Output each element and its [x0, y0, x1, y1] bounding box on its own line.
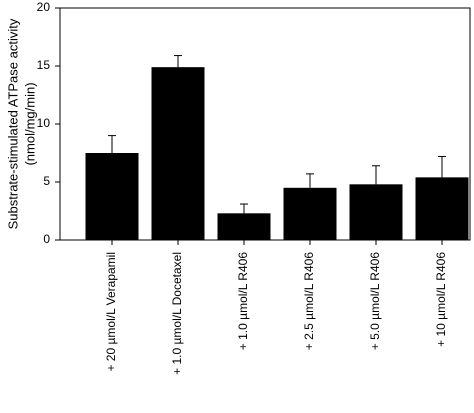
y-tick-label: 20 — [37, 0, 51, 14]
bar — [349, 184, 403, 240]
x-tick-label: + 2.5 µmol/L R406 — [302, 252, 316, 351]
y-axis-label: (nmol/mg/min) — [22, 82, 37, 165]
x-tick-label: + 1.0 µmol/L Docetaxel — [170, 252, 184, 375]
bar — [415, 177, 469, 240]
x-tick-label: + 5.0 µmol/L R406 — [368, 252, 382, 351]
bar — [151, 67, 205, 240]
bar — [217, 213, 271, 240]
y-tick-label: 10 — [37, 116, 51, 130]
x-tick-label: + 10 µmol/L R406 — [434, 252, 448, 347]
y-tick-label: 5 — [43, 174, 50, 188]
bar — [85, 153, 139, 240]
y-tick-label: 0 — [43, 232, 50, 246]
x-tick-label: + 1.0 µmol/L R406 — [236, 252, 250, 351]
y-axis-label: Substrate-stimulated ATPase activity — [5, 18, 20, 229]
y-tick-label: 15 — [37, 58, 51, 72]
bar — [283, 187, 337, 240]
x-tick-label: + 20 µmol/L Verapamil — [104, 252, 118, 372]
